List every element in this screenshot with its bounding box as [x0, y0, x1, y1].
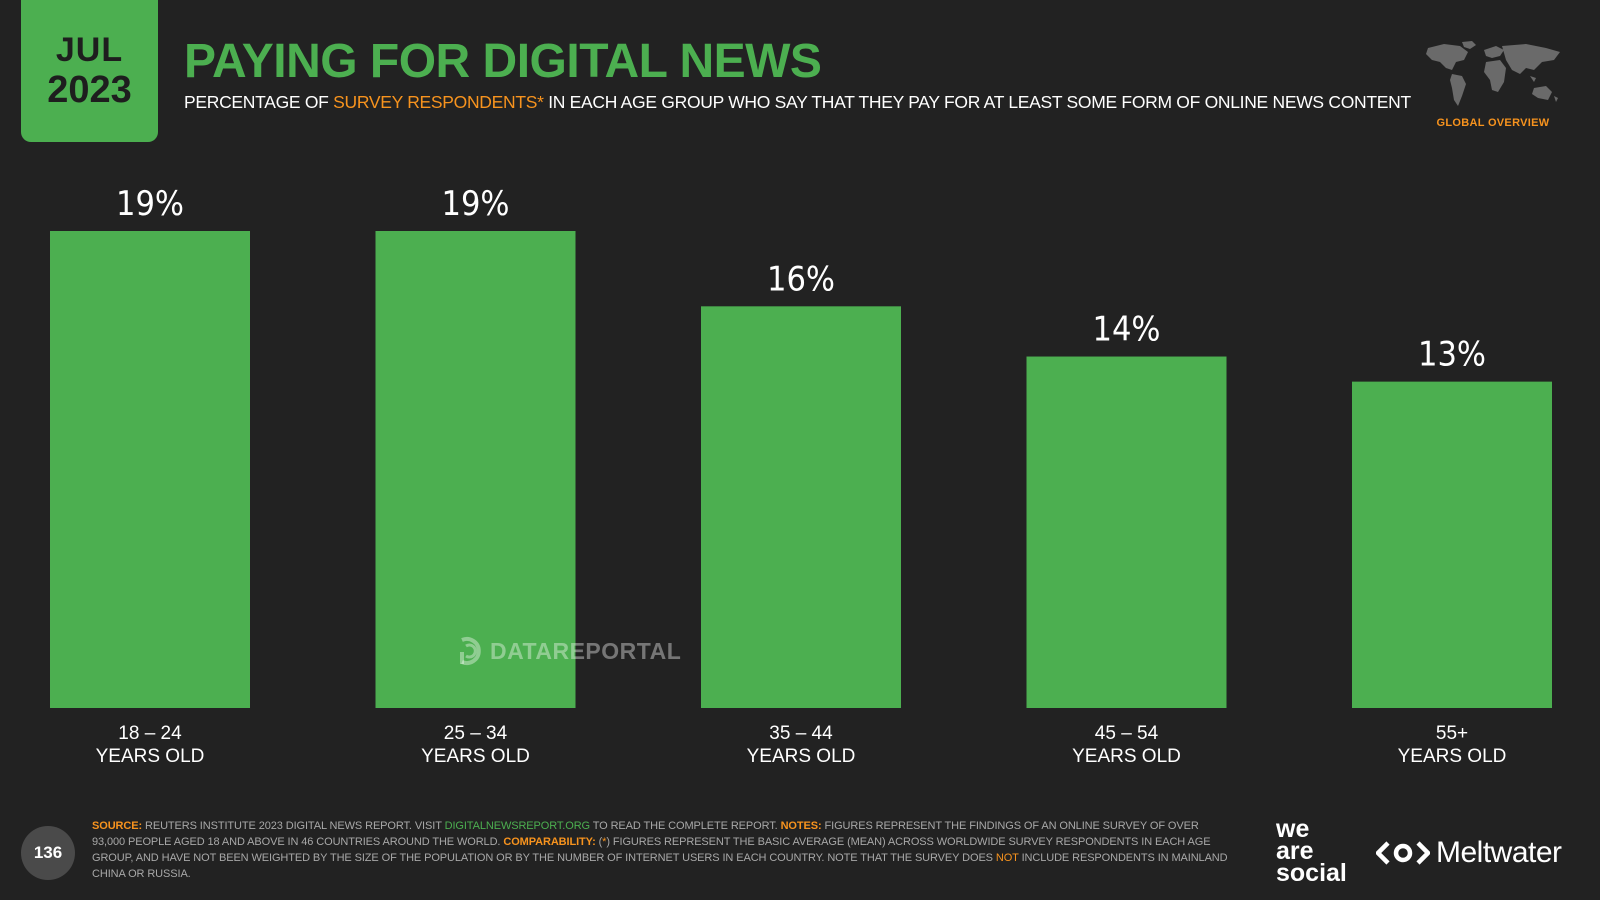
region-label: GLOBAL OVERVIEW — [1436, 117, 1550, 129]
date-badge: JUL 2023 — [21, 0, 158, 142]
bar-value-label-1: 19% — [116, 184, 184, 224]
bar-value-label-2: 19% — [442, 184, 510, 224]
watermark: DATAREPORTAL — [458, 636, 681, 666]
category-label-1: 18 – 24 — [118, 723, 182, 744]
not-word: NOT — [995, 852, 1019, 864]
source-text-1: REUTERS INSTITUTE 2023 DIGITAL NEWS REPO… — [142, 820, 445, 832]
notes-text: FIGURES REPRESENT THE FINDINGS OF AN ONL… — [92, 820, 1199, 848]
bar-4 — [1026, 356, 1227, 708]
world-map-icon — [1426, 41, 1560, 106]
footnote: SOURCE: REUTERS INSTITUTE 2023 DIGITAL N… — [92, 818, 1232, 882]
comparability-star: * — [602, 836, 607, 848]
comparability-text-1: ( — [595, 836, 603, 848]
source-text-2: TO READ THE COMPLETE REPORT. — [590, 820, 781, 832]
source-link[interactable]: DIGITALNEWSREPORT.ORG — [444, 820, 591, 832]
category-label-4: 45 – 54 — [1095, 723, 1159, 744]
category-sublabel-1: YEARS OLD — [96, 746, 205, 767]
subtitle-post: IN EACH AGE GROUP WHO SAY THAT THEY PAY … — [543, 92, 1411, 112]
datareportal-logo-icon — [460, 637, 481, 665]
page-number: 136 — [21, 826, 75, 880]
subtitle-pre: PERCENTAGE OF — [184, 92, 334, 112]
bar-1 — [50, 231, 250, 708]
category-label-2: 25 – 34 — [444, 723, 508, 744]
meltwater-logo: Meltwater — [1376, 836, 1562, 870]
category-sublabel-5: YEARS OLD — [1398, 746, 1507, 767]
category-label-3: 35 – 44 — [769, 723, 833, 744]
bar-value-label-5: 13% — [1418, 335, 1486, 375]
bar-2 — [375, 231, 576, 708]
brand-line-3: social — [1276, 859, 1347, 887]
comparability-text-3: INCLUDE RESPONDENTS IN MAINLAND CHINA OR… — [92, 852, 1228, 880]
category-sublabel-4: YEARS OLD — [1072, 746, 1181, 767]
source-label: SOURCE: — [92, 820, 143, 832]
page-subtitle: PERCENTAGE OF SURVEY RESPONDENTS* IN EAC… — [184, 92, 1411, 113]
notes-label: NOTES: — [780, 820, 822, 832]
page-title: PAYING FOR DIGITAL NEWS — [184, 35, 822, 88]
bar-value-label-4: 14% — [1093, 310, 1161, 350]
brand-line-2: are — [1276, 837, 1314, 865]
meltwater-text: Meltwater — [1436, 836, 1562, 869]
meltwater-mark-icon — [1376, 841, 1430, 865]
category-sublabel-3: YEARS OLD — [747, 746, 856, 767]
date-year: 2023 — [47, 69, 132, 111]
brand-line-1: we — [1276, 815, 1310, 843]
category-sublabel-2: YEARS OLD — [421, 746, 530, 767]
watermark-text: DATAREPORTAL — [490, 637, 682, 664]
bar-3 — [701, 306, 901, 708]
comparability-text-2: ) FIGURES REPRESENT THE BASIC AVERAGE (M… — [92, 836, 1211, 864]
we-are-social-logo: we are social — [1276, 815, 1347, 887]
date-month: JUL — [55, 31, 124, 69]
comparability-label: COMPARABILITY: — [503, 836, 596, 848]
category-label-5: 55+ — [1436, 723, 1468, 744]
bar-5 — [1352, 381, 1552, 708]
bar-value-label-3: 16% — [767, 259, 835, 299]
subtitle-highlight: SURVEY RESPONDENTS* — [333, 92, 544, 112]
